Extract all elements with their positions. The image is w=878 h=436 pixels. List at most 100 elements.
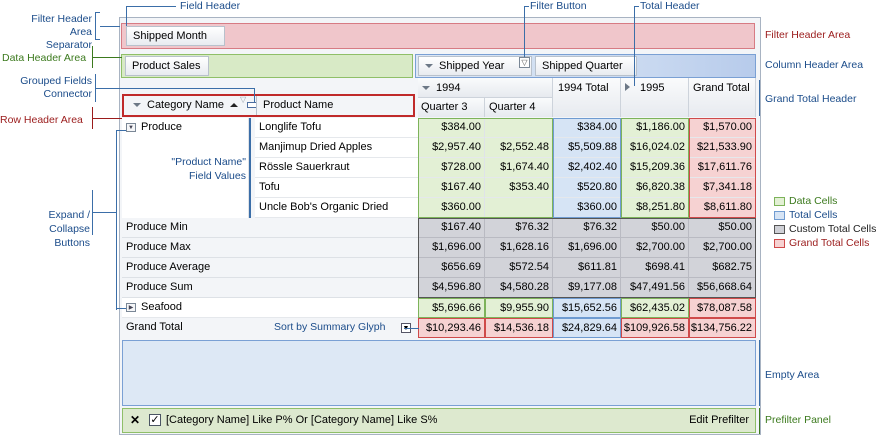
prefilter-enable-checkbox[interactable]: ✓ bbox=[149, 414, 161, 426]
row-value-product: Longlife Tofu bbox=[255, 118, 418, 138]
column-field-shipped-year[interactable]: Shipped Year bbox=[418, 56, 532, 76]
filter-field-shipped-month[interactable]: Shipped Month bbox=[126, 26, 225, 46]
custom-total-cell: $1,696.00 bbox=[553, 238, 621, 258]
data-cell: $353.40 bbox=[485, 178, 553, 198]
callout-grand-total-header: Grand Total Header bbox=[765, 93, 857, 105]
filter-button[interactable]: ▽ bbox=[519, 57, 530, 68]
custom-total-cell: $9,177.08 bbox=[553, 278, 621, 298]
data-cell: $8,251.80 bbox=[621, 198, 689, 218]
row-header-area bbox=[122, 94, 415, 117]
custom-total-cell: $1,628.16 bbox=[485, 238, 553, 258]
prefilter-text: [Category Name] Like P% Or [Category Nam… bbox=[166, 414, 438, 426]
custom-total-cell: $76.32 bbox=[553, 218, 621, 238]
row-value-label: Produce bbox=[141, 121, 182, 133]
callout-column-header-area: Column Header Area bbox=[765, 59, 864, 71]
legend-swatch bbox=[774, 211, 785, 220]
row-value-product: Uncle Bob's Organic Dried Pears bbox=[255, 198, 418, 232]
expand-button[interactable]: ▶ bbox=[126, 303, 136, 312]
custom-total-cell: $167.40 bbox=[418, 218, 485, 238]
data-cell bbox=[485, 118, 553, 138]
custom-total-cell: $2,700.00 bbox=[621, 238, 689, 258]
prefilter-panel: ✕ ✓ [Category Name] Like P% Or [Category… bbox=[122, 408, 756, 433]
custom-total-cell: $50.00 bbox=[689, 218, 756, 238]
grand-total-q4: $14,536.18 bbox=[485, 318, 553, 338]
collapse-button[interactable]: ▼ bbox=[126, 123, 136, 132]
column-header-1994[interactable]: 1994 bbox=[418, 78, 553, 98]
custom-total-cell: $2,700.00 bbox=[689, 238, 756, 258]
data-cell: $520.80 bbox=[553, 178, 621, 198]
funnel-icon: ▽ bbox=[521, 58, 528, 67]
custom-total-cell: $682.75 bbox=[689, 258, 756, 278]
seafood-grand: $78,087.58 bbox=[689, 298, 756, 318]
legend-label: Grand Total Cells bbox=[789, 237, 870, 249]
filter-icon[interactable]: ▽ bbox=[240, 95, 247, 104]
callout-grouped-fields: Grouped Fields Connector bbox=[20, 75, 92, 100]
close-icon[interactable]: ✕ bbox=[130, 413, 141, 427]
seafood-1995: $62,435.02 bbox=[621, 298, 689, 318]
custom-total-cell: $1,696.00 bbox=[418, 238, 485, 258]
empty-area bbox=[122, 340, 756, 406]
chevron-down-icon bbox=[133, 103, 141, 108]
row-field-category-name[interactable]: Category Name bbox=[127, 96, 245, 115]
callout-filter-header-area: Filter Header Area bbox=[765, 29, 851, 41]
custom-total-row-header: Produce Average bbox=[122, 258, 418, 278]
column-header-1995[interactable]: 1995 bbox=[621, 78, 689, 117]
column-header-q3[interactable]: Quarter 3 bbox=[418, 98, 485, 117]
collapse-icon bbox=[422, 86, 430, 91]
data-cell: $6,820.38 bbox=[621, 178, 689, 198]
data-cell: $360.00 bbox=[553, 198, 621, 218]
custom-total-cell: $698.41 bbox=[621, 258, 689, 278]
row-value-produce: ▼ Produce "Product Name" Field Values bbox=[122, 118, 249, 218]
callout-sort-by-summary: Sort by Summary Glyph bbox=[274, 321, 386, 333]
data-cell: $7,341.18 bbox=[689, 178, 756, 198]
data-cell: $2,552.48 bbox=[485, 138, 553, 158]
grand-total-grand: $134,756.22 bbox=[689, 318, 756, 338]
callout-field-header: Field Header bbox=[180, 0, 241, 12]
legend-label: Total Cells bbox=[789, 209, 838, 221]
column-field-shipped-quarter[interactable]: Shipped Quarter bbox=[535, 56, 637, 87]
data-cell: $728.00 bbox=[418, 158, 485, 178]
column-field-label: Shipped Quarter bbox=[542, 60, 623, 72]
custom-total-cell: $4,580.28 bbox=[485, 278, 553, 298]
custom-total-cell: $56,668.64 bbox=[689, 278, 756, 298]
grand-total-1995: $109,926.58 bbox=[621, 318, 689, 338]
legend-label: Data Cells bbox=[789, 195, 838, 207]
grand-total-row-header: Grand Total Sort by Summary Glyph ▼ bbox=[122, 318, 418, 338]
custom-total-row-header: Produce Min bbox=[122, 218, 418, 238]
data-field-product-sales[interactable]: Product Sales bbox=[125, 56, 209, 76]
legend-label: Custom Total Cells bbox=[789, 223, 877, 235]
custom-total-row-header: Produce Max bbox=[122, 238, 418, 258]
custom-total-cell: $76.32 bbox=[485, 218, 553, 238]
data-cell: $1,186.00 bbox=[621, 118, 689, 138]
data-cell: $8,611.80 bbox=[689, 198, 756, 218]
callout-row-header-area: Row Header Area bbox=[0, 114, 83, 126]
edit-prefilter-link[interactable]: Edit Prefilter bbox=[689, 414, 749, 426]
legend-swatch bbox=[774, 197, 785, 206]
custom-total-cell: $47,491.56 bbox=[621, 278, 689, 298]
data-cell bbox=[485, 198, 553, 218]
data-cell: $15,209.36 bbox=[621, 158, 689, 178]
callout-product-name-values: "Product Name" Field Values bbox=[171, 156, 246, 182]
data-cell: $1,674.40 bbox=[485, 158, 553, 178]
legend-swatch bbox=[774, 225, 785, 234]
data-cell: $2,957.40 bbox=[418, 138, 485, 158]
row-value-product: Rössle Sauerkraut bbox=[255, 158, 418, 178]
custom-total-cell: $4,596.80 bbox=[418, 278, 485, 298]
callout-filter-button: Filter Button bbox=[530, 0, 587, 12]
expand-icon[interactable] bbox=[625, 83, 630, 91]
row-field-product-name[interactable]: Product Name bbox=[256, 96, 411, 115]
filter-header-area bbox=[121, 23, 755, 49]
custom-total-cell: $656.69 bbox=[418, 258, 485, 278]
callout-total-header: Total Header bbox=[640, 0, 700, 12]
callout-expand-collapse: Expand / Collapse Buttons bbox=[48, 209, 90, 249]
data-cell: $384.00 bbox=[418, 118, 485, 138]
custom-total-cell: $572.54 bbox=[485, 258, 553, 278]
column-field-label: Shipped Year bbox=[439, 60, 505, 72]
callout-prefilter-panel: Prefilter Panel bbox=[765, 414, 831, 426]
callout-data-header-area: Data Header Area bbox=[2, 52, 87, 64]
data-cell: $5,509.88 bbox=[553, 138, 621, 158]
custom-total-cell: $50.00 bbox=[621, 218, 689, 238]
column-header-q4[interactable]: Quarter 4 bbox=[485, 98, 553, 117]
sort-ascending-icon bbox=[230, 103, 239, 108]
data-cell: $21,533.90 bbox=[689, 138, 756, 158]
